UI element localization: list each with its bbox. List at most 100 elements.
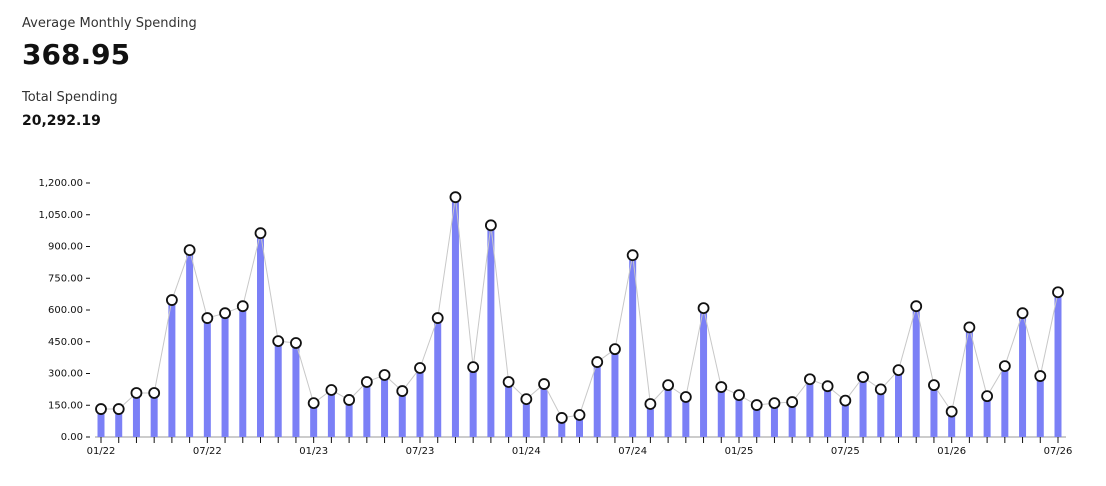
y-tick-label: 600.00 (48, 305, 83, 316)
x-tick-label: 01/26 (937, 446, 966, 457)
bar (115, 409, 123, 437)
point-marker (254, 227, 267, 240)
point-marker (839, 394, 852, 407)
bar (593, 362, 601, 437)
bar (1036, 376, 1044, 437)
point-marker (183, 244, 196, 256)
point-marker (396, 385, 409, 397)
bar (345, 399, 353, 437)
avg-value: 368.95 (22, 38, 131, 71)
bar (540, 384, 548, 437)
point-marker (857, 371, 869, 383)
point-marker (307, 397, 320, 410)
y-tick-label: 900.00 (48, 242, 83, 253)
point-marker (449, 191, 462, 204)
point-marker (431, 312, 444, 324)
bar (646, 403, 654, 437)
bar (983, 396, 991, 437)
x-tick-label: 07/23 (406, 446, 435, 457)
point-marker (981, 390, 994, 403)
point-marker (112, 403, 125, 415)
point-marker (644, 398, 657, 410)
bar (664, 385, 672, 437)
point-marker (662, 379, 675, 392)
point-marker (414, 362, 426, 374)
x-tick-label: 07/25 (831, 446, 860, 457)
x-tick-label: 07/22 (193, 446, 222, 457)
bar (735, 395, 743, 437)
bar (97, 409, 105, 437)
point-marker (538, 378, 550, 390)
point-marker (573, 409, 586, 421)
point-marker (378, 369, 391, 381)
point-marker (963, 321, 976, 334)
bar (398, 391, 406, 437)
bar (877, 389, 885, 437)
point-marker (733, 389, 745, 401)
point-marker (679, 391, 692, 403)
point-marker (750, 399, 763, 411)
bar (753, 405, 761, 437)
x-tick-label: 01/23 (299, 446, 328, 457)
bar (327, 390, 335, 437)
bar (948, 411, 956, 437)
bar (912, 306, 920, 437)
bar (895, 370, 902, 437)
bar (257, 233, 264, 437)
point-marker (1034, 370, 1047, 382)
bar (965, 327, 973, 437)
bar (522, 399, 530, 437)
bar (505, 381, 513, 437)
point-marker (910, 300, 923, 313)
bar (221, 313, 229, 437)
bar (239, 306, 247, 437)
point-marker (803, 373, 816, 386)
point-marker (1016, 307, 1029, 320)
bar (1054, 292, 1062, 437)
avg-label: Average Monthly Spending (22, 16, 197, 31)
point-marker (502, 376, 515, 388)
bar (1019, 313, 1027, 437)
bar (806, 379, 814, 437)
bar (700, 308, 708, 437)
y-tick-label: 1,200.00 (38, 178, 83, 189)
bar (611, 349, 619, 437)
point-marker (165, 294, 178, 306)
point-marker (290, 337, 302, 349)
bar (1001, 366, 1009, 437)
bar (930, 385, 938, 437)
point-marker (484, 219, 497, 232)
point-marker (591, 356, 604, 368)
y-tick-label: 300.00 (48, 369, 83, 380)
point-marker (928, 379, 940, 392)
bar (824, 386, 832, 437)
bar (682, 396, 690, 437)
point-marker (874, 383, 887, 396)
bar (558, 417, 566, 437)
bar (629, 255, 637, 437)
bar (203, 318, 211, 437)
bar (274, 341, 282, 437)
x-tick-label: 01/22 (87, 446, 116, 457)
total-label: Total Spending (22, 90, 118, 105)
bar (132, 392, 140, 437)
bar (717, 387, 725, 437)
bar (451, 197, 459, 437)
point-marker (343, 394, 356, 406)
y-tick-label: 750.00 (48, 273, 83, 284)
point-marker (325, 384, 338, 396)
point-marker (219, 307, 231, 320)
bar (186, 250, 194, 437)
bar (381, 374, 389, 437)
point-marker (715, 381, 728, 393)
point-marker (236, 300, 249, 313)
bar (292, 343, 300, 437)
point-marker (945, 405, 958, 418)
point-marker (697, 302, 710, 314)
point-marker (360, 376, 373, 388)
bar (416, 367, 424, 437)
x-tick-label: 01/24 (512, 446, 541, 457)
bar (150, 392, 158, 437)
